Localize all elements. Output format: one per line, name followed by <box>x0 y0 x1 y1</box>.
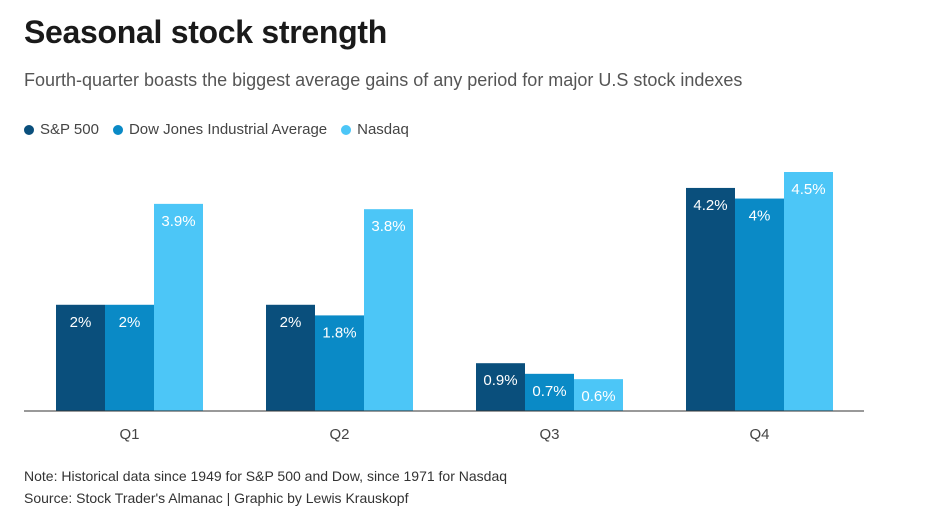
bar-dow-q4 <box>735 198 784 411</box>
bar-sp500-q4 <box>686 187 735 411</box>
legend-swatch-sp500 <box>24 124 34 135</box>
x-tick-label-q1: Q1 <box>119 426 139 443</box>
x-tick-label-q3: Q3 <box>539 426 559 443</box>
data-label-dow-q4: 4% <box>749 208 771 225</box>
x-tick-label-q2: Q2 <box>329 426 349 443</box>
bar-sp500-q1 <box>56 304 105 411</box>
data-label-sp500-q4: 4.2% <box>693 197 727 214</box>
data-label-sp500-q3: 0.9% <box>483 372 517 389</box>
data-label-nasdaq-q3: 0.6% <box>581 388 615 405</box>
legend-swatch-dow <box>112 124 123 135</box>
bar-dow-q2 <box>315 315 364 411</box>
footer-note: Note: Historical data since 1949 for S&P… <box>24 468 508 484</box>
data-label-nasdaq-q2: 3.8% <box>371 218 405 235</box>
legend-item-sp500: S&P 500 <box>24 121 99 138</box>
bar-nasdaq-q2 <box>364 209 413 411</box>
x-tick-label-q4: Q4 <box>749 426 769 443</box>
data-label-nasdaq-q1: 3.9% <box>161 213 195 230</box>
legend-label-nasdaq: Nasdaq <box>357 121 409 138</box>
bar-dow-q3 <box>525 373 574 411</box>
chart-title: Seasonal stock strength <box>24 14 387 50</box>
legend: S&P 500 Dow Jones Industrial Average Nas… <box>24 121 409 138</box>
legend-label-dow: Dow Jones Industrial Average <box>128 121 328 138</box>
bar-sp500-q2 <box>266 304 315 411</box>
data-label-sp500-q1: 2% <box>70 314 92 331</box>
footer-source: Source: Stock Trader's Almanac | Graphic… <box>24 490 409 506</box>
bar-chart: 2% 2% 3.9% Q1 2% 1.8% 3.8% Q2 0.9% 0.7% 0.6% Q3 4.2%… <box>24 172 864 443</box>
legend-item-dow: Dow Jones Industrial Average <box>112 121 328 138</box>
data-label-nasdaq-q4: 4.5% <box>791 181 825 198</box>
bar-nasdaq-q4 <box>784 172 833 411</box>
bar-dow-q1 <box>105 304 154 411</box>
data-label-dow-q3: 0.7% <box>532 383 566 400</box>
legend-item-nasdaq: Nasdaq <box>341 121 409 138</box>
bar-nasdaq-q1 <box>154 203 203 411</box>
data-label-dow-q1: 2% <box>119 314 141 331</box>
data-label-dow-q2: 1.8% <box>322 324 356 341</box>
bar-nasdaq-q3 <box>574 379 623 411</box>
legend-swatch-nasdaq <box>341 124 352 135</box>
data-label-sp500-q2: 2% <box>280 314 302 331</box>
legend-label-sp500: S&P 500 <box>40 121 99 138</box>
bar-sp500-q3 <box>476 363 525 411</box>
chart-subtitle: Fourth-quarter boasts the biggest averag… <box>24 70 743 90</box>
